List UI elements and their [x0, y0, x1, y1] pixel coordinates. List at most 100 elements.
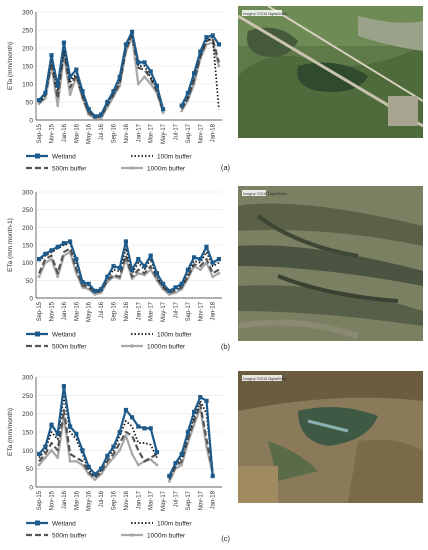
- data-point-b1000: [43, 456, 47, 460]
- photo-c-label: Imagery ©2018 DigitalGlobe: [243, 377, 287, 381]
- legend-label-b100: 100m buffer: [157, 154, 192, 161]
- y-tick-label: 250: [22, 28, 33, 35]
- data-point-b1000: [105, 463, 109, 467]
- y-tick-label: 150: [22, 64, 33, 71]
- data-point-b1000: [143, 273, 146, 277]
- y-axis-label: ETa (mm/month): [7, 42, 14, 90]
- data-point-wetland: [136, 424, 141, 429]
- data-point-wetland: [92, 114, 97, 119]
- data-point-b1000: [118, 448, 122, 452]
- data-point-wetland: [179, 451, 184, 457]
- data-point-b1000: [43, 97, 47, 100]
- x-tick-label: Nov-15: [50, 301, 56, 321]
- data-point-wetland: [111, 444, 116, 449]
- data-point-b1000: [68, 93, 72, 97]
- data-point-b1000: [155, 463, 159, 467]
- y-tick-label: 300: [22, 190, 33, 197]
- data-point-wetland: [49, 53, 54, 58]
- x-tick-label: Sep-16: [112, 301, 118, 321]
- y-tick-label: 0: [29, 296, 33, 303]
- data-point-b1000: [211, 275, 215, 279]
- x-tick-label: Mar-16: [74, 490, 80, 510]
- data-point-wetland: [130, 415, 135, 420]
- y-tick-label: 50: [26, 466, 34, 473]
- data-point-b1000: [118, 277, 122, 280]
- data-point-b1000: [149, 458, 153, 461]
- data-point-wetland: [92, 288, 97, 294]
- x-tick-label: May-16: [87, 490, 93, 511]
- data-point-wetland: [204, 398, 209, 403]
- data-point-wetland: [80, 280, 85, 285]
- data-point-wetland: [167, 473, 172, 479]
- chart-panel-b: 0 50 100 150 200 250 300 ETa (mm month-1) Sep-15…: [7, 190, 231, 352]
- data-point-wetland: [105, 99, 110, 105]
- data-point-wetland: [130, 267, 135, 272]
- data-point-b1000: [217, 271, 221, 275]
- data-point-wetland: [154, 450, 159, 455]
- data-point-b1000: [130, 452, 134, 456]
- data-point-wetland: [185, 267, 190, 272]
- x-tick-label: Mar-16: [74, 123, 80, 143]
- data-point-b1000: [93, 478, 97, 482]
- y-tick-label: 150: [22, 243, 33, 250]
- x-tick-label: Sep-16: [112, 123, 118, 143]
- legend-marker-b1000: [130, 166, 134, 170]
- data-point-wetland: [80, 89, 85, 94]
- data-point-wetland: [148, 426, 153, 431]
- x-tick-label: Nov-16: [124, 301, 130, 321]
- x-tick-label: May-17: [161, 301, 167, 322]
- data-point-wetland: [179, 103, 184, 108]
- data-point-wetland: [68, 424, 73, 429]
- data-point-wetland: [154, 271, 159, 276]
- data-point-wetland: [43, 444, 48, 449]
- panel-label: (b): [221, 342, 231, 351]
- data-point-b1000: [99, 472, 103, 476]
- x-tick-label: Jul-16: [99, 490, 105, 507]
- x-tick-label: Jul-16: [99, 123, 105, 140]
- x-tick-label: Sep-17: [186, 490, 192, 510]
- x-tick-label: Sep-16: [112, 490, 118, 510]
- data-point-wetland: [99, 112, 104, 117]
- y-tick-label: 200: [22, 411, 33, 418]
- y-tick-label: 0: [29, 485, 33, 492]
- data-point-b1000: [50, 448, 53, 452]
- data-point-wetland: [61, 40, 66, 45]
- data-point-wetland: [136, 60, 141, 65]
- y-tick-label: 100: [22, 448, 33, 455]
- data-point-wetland: [173, 285, 178, 290]
- y-tick-label: 50: [26, 278, 34, 285]
- data-point-b1000: [112, 275, 115, 279]
- x-tick-label: Sep-15: [37, 123, 43, 143]
- x-tick-label: Jul-17: [174, 490, 180, 507]
- data-point-b1000: [50, 257, 53, 261]
- x-tick-label: Jan-16: [62, 490, 68, 509]
- data-point-wetland: [142, 426, 147, 431]
- data-point-wetland: [148, 69, 153, 74]
- data-point-wetland: [74, 257, 79, 262]
- legend-label-wetland: Wetland: [52, 332, 76, 339]
- y-tick-label: 100: [22, 260, 33, 267]
- x-tick-label: Nov-16: [124, 123, 130, 143]
- data-point-wetland: [74, 431, 79, 436]
- data-point-wetland: [216, 257, 221, 262]
- data-point-b1000: [167, 293, 171, 296]
- x-tick-label: Nov-17: [198, 301, 204, 321]
- data-point-wetland: [185, 90, 190, 96]
- data-point-wetland: [204, 35, 209, 40]
- data-point-b1000: [205, 445, 208, 449]
- data-point-wetland: [210, 33, 215, 38]
- series-line-b500: [38, 247, 220, 294]
- data-point-b1000: [180, 463, 184, 467]
- data-point-wetland: [123, 407, 128, 413]
- y-axis-label: ETa (mm month-1): [7, 218, 14, 272]
- data-point-b1000: [56, 275, 60, 279]
- data-point-wetland: [123, 239, 128, 244]
- x-tick-label: May-17: [161, 490, 167, 511]
- x-tick-label: Jan-18: [211, 301, 217, 320]
- data-point-wetland: [117, 265, 122, 271]
- data-point-wetland: [117, 429, 122, 435]
- legend-marker-wetland: [35, 153, 40, 159]
- series-line-b500: [38, 34, 220, 119]
- data-point-wetland: [99, 466, 104, 471]
- x-tick-label: Nov-17: [198, 490, 204, 510]
